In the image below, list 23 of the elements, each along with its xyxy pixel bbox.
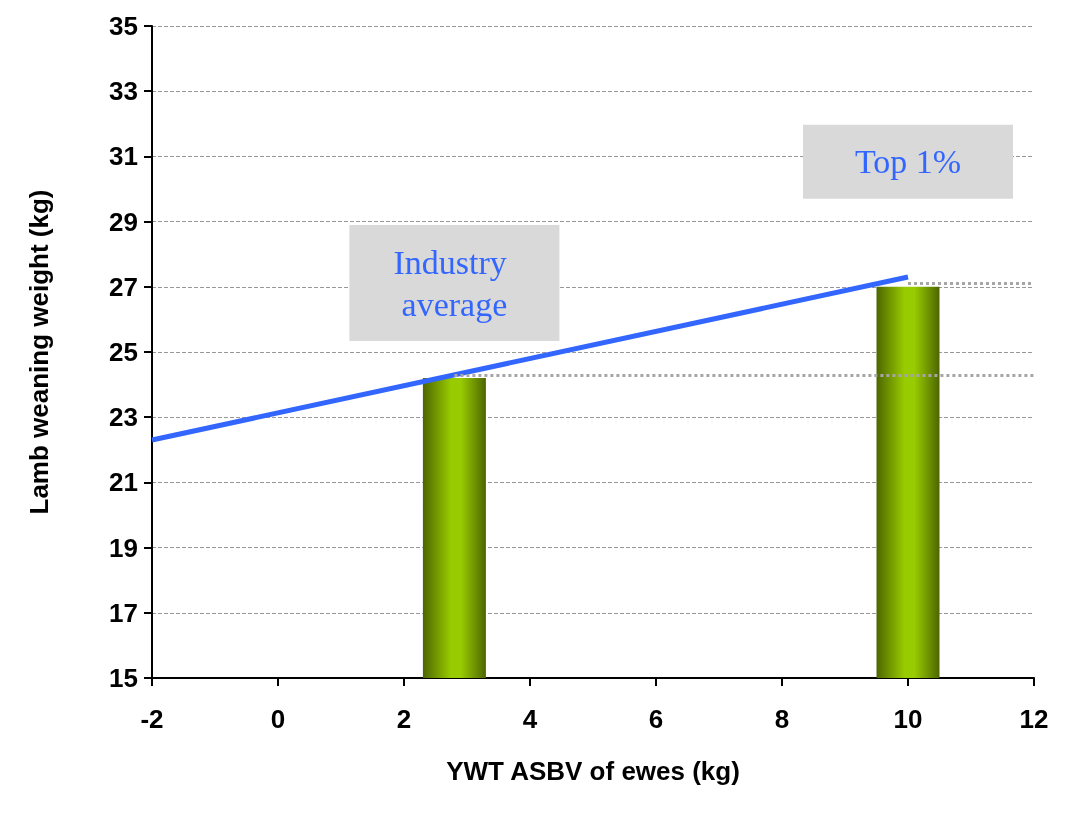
y-tick-label: 17 bbox=[109, 597, 138, 628]
y-tick-label: 15 bbox=[109, 663, 138, 693]
x-tick-label: 0 bbox=[270, 704, 286, 734]
x-axis-title: YWT ASBV of ewes (kg) bbox=[446, 756, 740, 786]
annotation: Industry average bbox=[393, 243, 516, 323]
x-tick-label: 12 bbox=[1019, 704, 1049, 734]
y-tick-label: 35 bbox=[109, 11, 138, 41]
y-tick-label: 31 bbox=[109, 141, 138, 172]
x-tick-label: 8 bbox=[774, 704, 790, 734]
y-tick-label: 21 bbox=[109, 467, 138, 498]
y-tick-label: 23 bbox=[109, 402, 138, 433]
y-axis-title: Lamb weaning weight (kg) bbox=[24, 189, 54, 515]
y-tick-label: 19 bbox=[109, 532, 138, 563]
x-tick-label: -2 bbox=[140, 704, 164, 734]
x-tick-label: 4 bbox=[522, 704, 538, 734]
annotation: Top 1% bbox=[854, 143, 962, 181]
x-tick-label: 2 bbox=[396, 704, 412, 734]
y-tick-label: 29 bbox=[109, 206, 138, 237]
x-tick-label: 10 bbox=[893, 704, 923, 734]
y-tick-label: 33 bbox=[109, 76, 138, 107]
y-tick-label: 25 bbox=[109, 337, 138, 367]
y-tick-label: 27 bbox=[109, 271, 138, 302]
x-tick-label: 6 bbox=[648, 704, 664, 734]
